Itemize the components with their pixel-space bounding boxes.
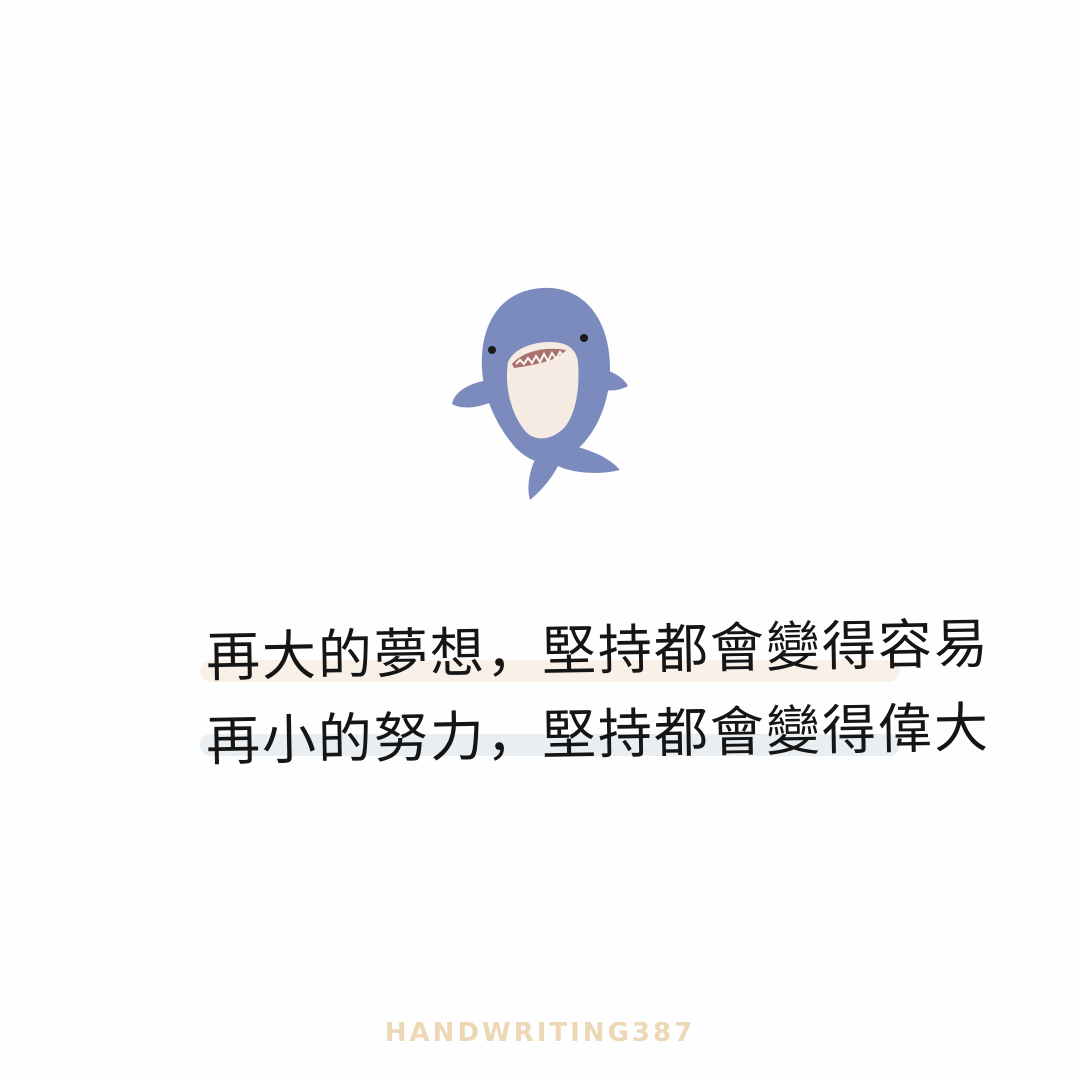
signature: HANDWRITING387 — [384, 1018, 696, 1048]
quote-line-2: 再小的努力，堅持都會變得偉大 — [200, 696, 990, 778]
highlight-stroke — [200, 734, 900, 756]
highlight-stroke — [200, 660, 900, 682]
quote-text: 再大的夢想，堅持都會變得容易 — [205, 612, 991, 689]
shark-icon — [452, 287, 628, 500]
quote-text: 再小的努力，堅持都會變得偉大 — [205, 696, 991, 773]
quote-line-1: 再大的夢想，堅持都會變得容易 — [200, 612, 990, 690]
